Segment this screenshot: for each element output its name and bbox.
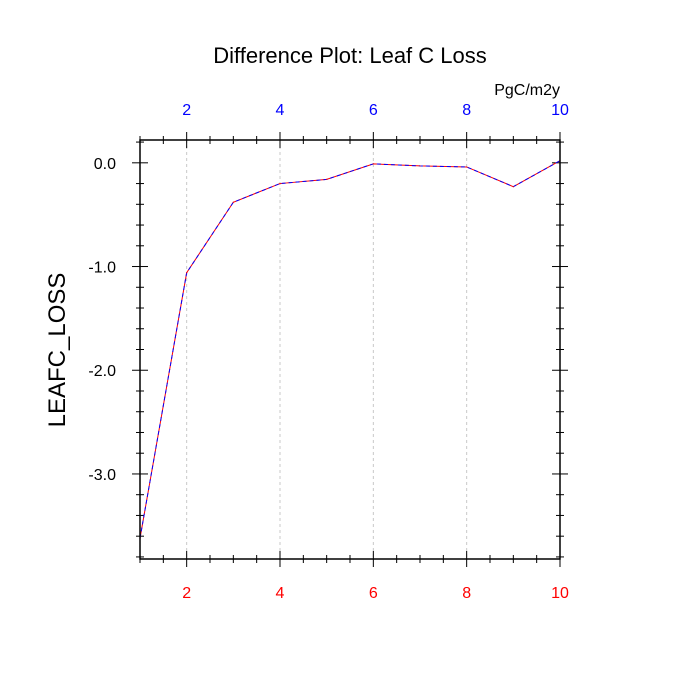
- y-tick-label-2: -2.0: [88, 363, 116, 380]
- x-tick-label-top-4: 10: [551, 102, 569, 119]
- series-point-0-6: [419, 165, 421, 167]
- y-axis-label: LEAFC_LOSS: [44, 273, 71, 428]
- series-point-0-2: [232, 201, 234, 203]
- x-tick-label-bottom-4: 10: [551, 585, 569, 602]
- series-line-overlay-0: [139, 160, 561, 539]
- x-tick-label-top-3: 8: [462, 102, 471, 119]
- units-label: PgC/m2y: [494, 82, 560, 99]
- x-tick-label-bottom-1: 4: [276, 585, 285, 602]
- x-tick-label-bottom-2: 6: [369, 585, 378, 602]
- y-tick-label-3: -3.0: [88, 467, 116, 484]
- x-tick-label-bottom-0: 2: [182, 585, 191, 602]
- x-tick-label-top-0: 2: [182, 102, 191, 119]
- series-point-0-8: [512, 186, 514, 188]
- series-layer: [139, 160, 561, 539]
- tick-labels: 2 2 4 4 6 6 8 8 10 10 0.0 -1.0 -2.0 -3.0: [88, 102, 569, 602]
- y-tick-label-0: 0.0: [94, 156, 116, 173]
- grid: [186, 140, 468, 559]
- series-point-0-5: [372, 163, 374, 165]
- plot-frame: [139, 139, 561, 560]
- y-tick-label-1: -1.0: [88, 260, 116, 277]
- x-tick-label-bottom-3: 8: [462, 585, 471, 602]
- series-point-0-1: [186, 272, 188, 274]
- chart-title: Difference Plot: Leaf C Loss: [213, 43, 487, 68]
- series-point-0-4: [326, 178, 328, 181]
- series-point-0-7: [466, 166, 468, 168]
- series-point-0-3: [279, 182, 281, 185]
- x-tick-label-top-1: 4: [276, 102, 285, 119]
- x-tick-label-top-2: 6: [369, 102, 378, 119]
